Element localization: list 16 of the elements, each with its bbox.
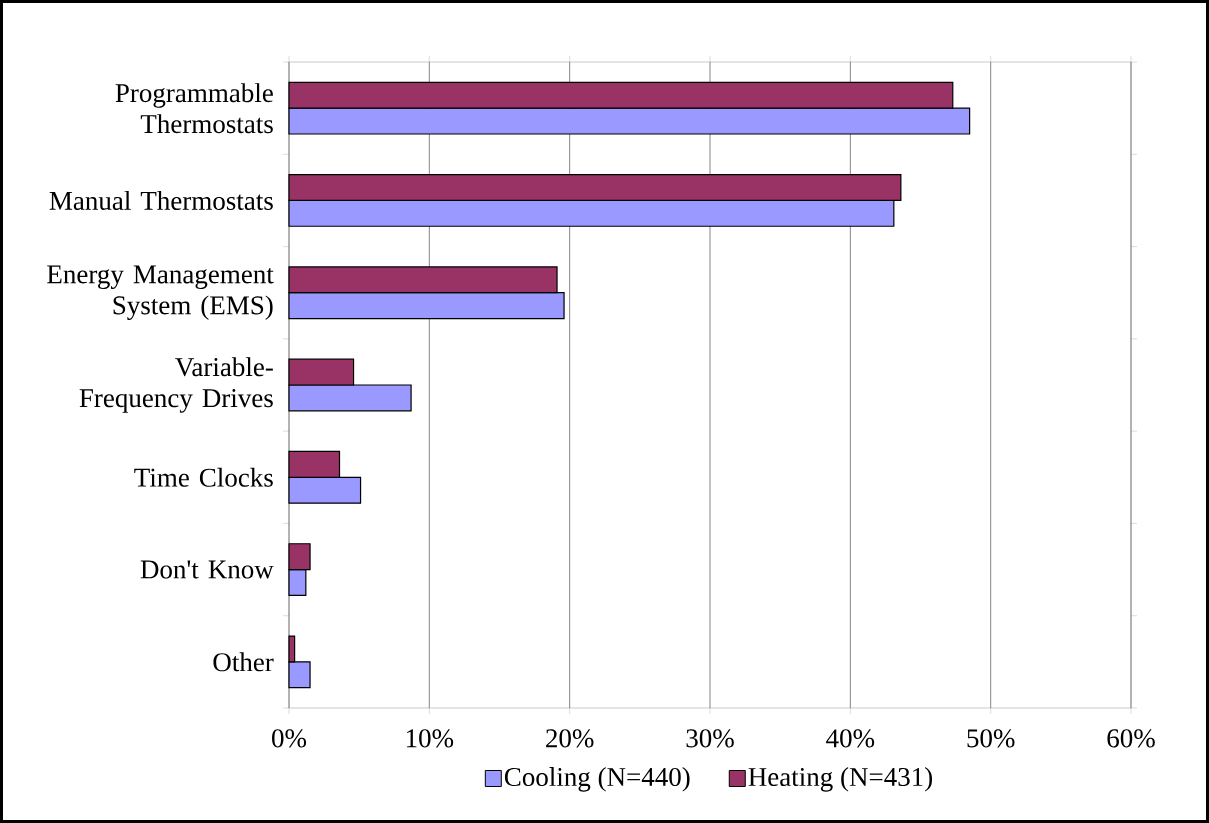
y-tick-label: Manual Thermostats <box>49 190 273 210</box>
x-tick-label: 40% <box>826 729 875 748</box>
x-tick-label: 0% <box>272 729 307 748</box>
x-tick-label: 60% <box>1107 729 1155 748</box>
y-tick-label: Other <box>213 652 274 672</box>
x-tick-label: 20% <box>546 729 594 748</box>
legend-label: Heating (N=431) <box>748 767 933 792</box>
y-tick-label: Energy Management System (EMS) <box>47 265 274 320</box>
x-tick-label: 50% <box>967 729 1015 748</box>
y-tick-label: Don't Know <box>140 560 274 579</box>
x-tick-label: 10% <box>406 729 454 748</box>
y-tick-label: Programmable Thermostats <box>115 83 273 134</box>
legend-label: Cooling (N=440) <box>504 767 690 792</box>
y-tick-label: Time Clocks <box>134 467 273 487</box>
y-tick-label: Variable-Frequency Drives <box>79 357 273 413</box>
x-tick-label: 30% <box>686 729 734 748</box>
